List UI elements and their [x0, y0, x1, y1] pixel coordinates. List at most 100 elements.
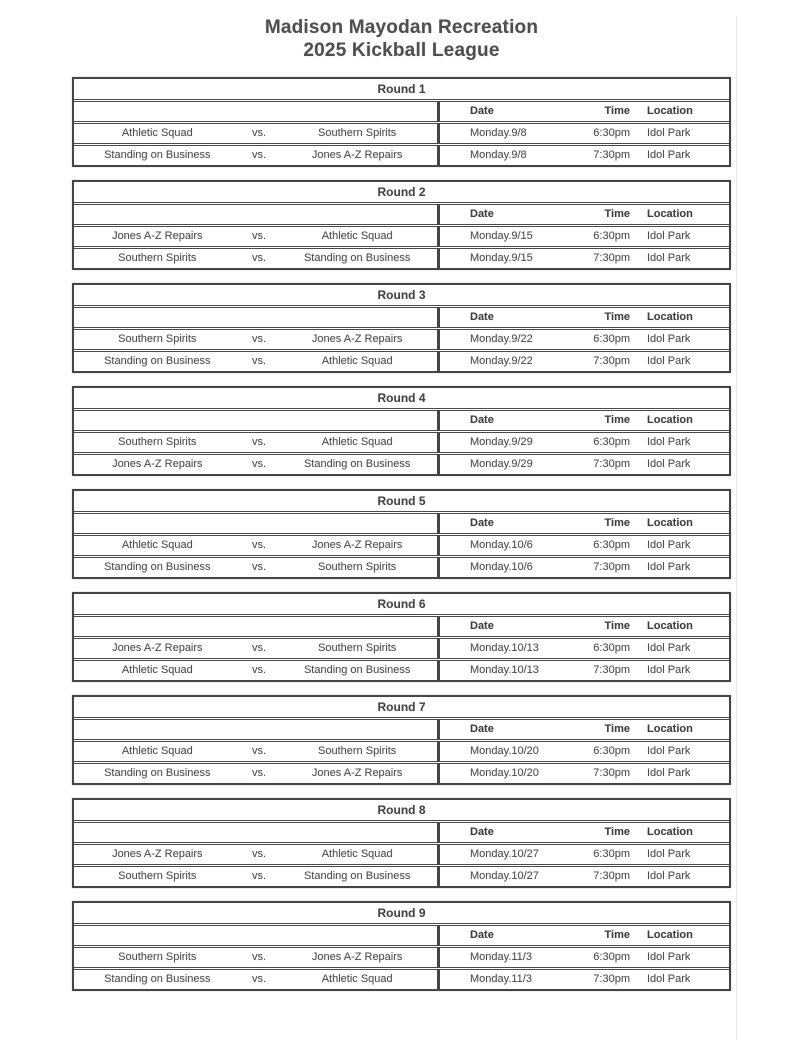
- game-time: 7:30pm: [593, 561, 630, 573]
- matchup-header-section: [74, 308, 440, 327]
- home-team-header-spacer: [74, 617, 241, 636]
- location-column-header: Location: [647, 414, 693, 426]
- game-date: Monday.10/6: [470, 561, 533, 573]
- details-section: Monday.10/20 6:30pm Idol Park: [440, 742, 729, 761]
- details-section: Monday.9/29 7:30pm Idol Park: [440, 455, 729, 474]
- game-date: Monday.10/27: [470, 870, 539, 882]
- round-header-row: Date Time Location: [74, 511, 729, 533]
- time-column-header: Time: [604, 620, 630, 632]
- vs-header-spacer: [241, 514, 278, 533]
- game-location: Idol Park: [647, 745, 691, 757]
- game-date: Monday.9/15: [470, 252, 533, 264]
- vs-label: vs.: [251, 870, 266, 882]
- away-team-name: Athletic Squad: [321, 355, 393, 367]
- home-team-header-spacer: [74, 308, 241, 327]
- game-row: Jones A-Z Repairs vs. Athletic Squad Mon…: [74, 842, 729, 864]
- game-time: 6:30pm: [593, 951, 630, 963]
- details-section: Monday.10/27 7:30pm Idol Park: [440, 867, 729, 886]
- game-time: 6:30pm: [593, 333, 630, 345]
- game-time: 6:30pm: [593, 848, 630, 860]
- game-location: Idol Park: [647, 973, 691, 985]
- game-date: Monday.9/8: [470, 127, 527, 139]
- game-date: Monday.9/29: [470, 458, 533, 470]
- details-header-section: Date Time Location: [440, 102, 729, 121]
- game-row: Standing on Business vs. Athletic Squad …: [74, 967, 729, 989]
- round-title: Round 7: [377, 700, 426, 714]
- round-header-row: Date Time Location: [74, 305, 729, 327]
- game-date: Monday.10/27: [470, 848, 539, 860]
- matchup-section: Athletic Squad vs. Southern Spirits: [74, 742, 440, 761]
- details-section: Monday.11/3 7:30pm Idol Park: [440, 970, 729, 989]
- away-team-name: Jones A-Z Repairs: [311, 767, 403, 779]
- home-team-header-spacer: [74, 205, 241, 224]
- round-header-row: Date Time Location: [74, 408, 729, 430]
- matchup-section: Standing on Business vs. Jones A-Z Repai…: [74, 146, 440, 165]
- time-column-header: Time: [604, 517, 630, 529]
- home-team-name: Southern Spirits: [118, 436, 197, 448]
- matchup-header-section: [74, 514, 440, 533]
- game-date: Monday.10/13: [470, 664, 539, 676]
- details-section: Monday.10/27 6:30pm Idol Park: [440, 845, 729, 864]
- vs-label: vs.: [251, 458, 266, 470]
- details-section: Monday.9/8 6:30pm Idol Park: [440, 124, 729, 143]
- home-team-name: Athletic Squad: [121, 539, 193, 551]
- round-table: Round 8 Date Time Location Jones A-Z Rep…: [72, 798, 731, 888]
- round-table: Round 2 Date Time Location Jones A-Z Rep…: [72, 180, 731, 270]
- location-column-header: Location: [647, 208, 693, 220]
- game-date: Monday.9/15: [470, 230, 533, 242]
- game-row: Jones A-Z Repairs vs. Southern Spirits M…: [74, 636, 729, 658]
- round-title: Round 9: [377, 906, 426, 920]
- vs-label: vs.: [251, 664, 266, 676]
- date-column-header: Date: [470, 414, 494, 426]
- vs-header-spacer: [241, 102, 278, 121]
- time-column-header: Time: [604, 723, 630, 735]
- date-column-header: Date: [470, 826, 494, 838]
- game-date: Monday.10/20: [470, 767, 539, 779]
- vs-label: vs.: [251, 436, 266, 448]
- game-time: 6:30pm: [593, 436, 630, 448]
- round-header-row: Date Time Location: [74, 820, 729, 842]
- location-column-header: Location: [647, 311, 693, 323]
- matchup-header-section: [74, 617, 440, 636]
- location-column-header: Location: [647, 105, 693, 117]
- game-date: Monday.11/3: [470, 973, 532, 985]
- vs-label: vs.: [251, 355, 266, 367]
- game-location: Idol Park: [647, 230, 691, 242]
- round-header-row: Date Time Location: [74, 923, 729, 945]
- matchup-header-section: [74, 823, 440, 842]
- home-team-name: Southern Spirits: [118, 870, 197, 882]
- game-time: 6:30pm: [593, 642, 630, 654]
- round-title: Round 6: [377, 597, 426, 611]
- time-column-header: Time: [604, 929, 630, 941]
- home-team-name: Standing on Business: [104, 767, 211, 779]
- game-location: Idol Park: [647, 458, 691, 470]
- details-header-section: Date Time Location: [440, 514, 729, 533]
- vs-label: vs.: [251, 973, 266, 985]
- game-time: 6:30pm: [593, 539, 630, 551]
- time-column-header: Time: [604, 311, 630, 323]
- details-section: Monday.10/6 7:30pm Idol Park: [440, 558, 729, 577]
- away-team-name: Southern Spirits: [318, 745, 397, 757]
- game-location: Idol Park: [647, 149, 691, 161]
- home-team-name: Athletic Squad: [121, 127, 193, 139]
- round-table: Round 5 Date Time Location Athletic Squa…: [72, 489, 731, 579]
- details-section: Monday.9/29 6:30pm Idol Park: [440, 433, 729, 452]
- away-team-header-spacer: [277, 823, 437, 842]
- vs-label: vs.: [251, 745, 266, 757]
- round-table: Round 4 Date Time Location Southern Spir…: [72, 386, 731, 476]
- scan-fold-line: [736, 16, 737, 1040]
- vs-label: vs.: [251, 848, 266, 860]
- game-time: 7:30pm: [593, 870, 630, 882]
- round-header-row: Date Time Location: [74, 202, 729, 224]
- date-column-header: Date: [470, 208, 494, 220]
- round-header-row: Date Time Location: [74, 99, 729, 121]
- date-column-header: Date: [470, 723, 494, 735]
- game-row: Athletic Squad vs. Southern Spirits Mond…: [74, 739, 729, 761]
- game-time: 7:30pm: [593, 355, 630, 367]
- home-team-name: Jones A-Z Repairs: [112, 230, 203, 242]
- details-header-section: Date Time Location: [440, 720, 729, 739]
- date-column-header: Date: [470, 517, 494, 529]
- game-location: Idol Park: [647, 561, 691, 573]
- matchup-section: Jones A-Z Repairs vs. Southern Spirits: [74, 639, 440, 658]
- round-table: Round 7 Date Time Location Athletic Squa…: [72, 695, 731, 785]
